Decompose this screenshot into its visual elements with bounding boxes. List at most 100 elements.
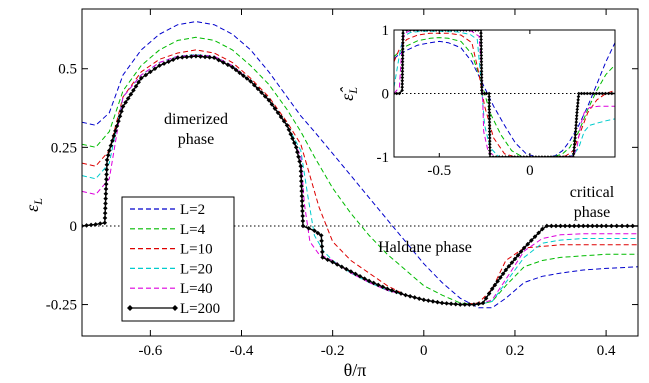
main-data-point — [492, 282, 498, 288]
main-data-point — [576, 223, 582, 229]
main-data-point — [330, 259, 335, 265]
annotation-critical: critical — [570, 184, 615, 201]
main-data-point — [448, 301, 454, 307]
main-data-point — [248, 79, 253, 84]
inset-data-point — [400, 69, 405, 74]
main-data-point — [389, 288, 395, 293]
legend-marker — [127, 305, 133, 311]
main-data-point — [403, 292, 408, 298]
main-data-point — [594, 223, 600, 229]
legend-marker — [172, 305, 178, 311]
main-data-point — [480, 300, 486, 306]
main-data-point — [457, 302, 463, 307]
main-data-point — [544, 223, 550, 229]
main-data-point — [298, 173, 304, 179]
inset-data-point — [400, 72, 405, 77]
main-data-point — [230, 64, 235, 70]
main-data-point — [486, 291, 492, 296]
legend-label-l-10: L=10 — [180, 242, 213, 258]
y-axis-label-symbol: ε — [22, 204, 42, 212]
inset-data-point — [487, 126, 492, 131]
main-data-point — [161, 61, 167, 66]
main-data-point — [119, 109, 124, 114]
inset-data-point — [401, 44, 405, 48]
inset-series-line-l-40 — [394, 30, 615, 157]
inset-y-axis-label-subscript: L — [346, 87, 360, 95]
inset-data-point — [585, 91, 590, 96]
main-y-tick-label: 0.25 — [51, 140, 77, 156]
main-data-point — [366, 278, 372, 284]
main-data-point — [103, 181, 109, 187]
inset-data-point — [487, 117, 492, 121]
main-data-point — [430, 299, 436, 304]
main-data-point — [103, 196, 108, 201]
main-data-point — [111, 133, 117, 139]
main-data-point — [394, 289, 399, 295]
main-data-point — [371, 280, 376, 286]
inset-data-point — [479, 34, 483, 39]
main-data-point — [297, 159, 302, 164]
main-data-point — [444, 301, 449, 306]
annotation-critical-phase: phase — [574, 204, 610, 221]
main-data-point — [179, 55, 185, 60]
inset-data-point — [479, 53, 484, 58]
main-data-point — [288, 131, 294, 137]
main-data-point — [138, 75, 144, 81]
main-data-point — [296, 154, 301, 160]
main-data-point — [599, 223, 604, 229]
inset-data-point — [482, 91, 487, 96]
inset-data-point — [572, 145, 577, 150]
main-data-point — [225, 62, 231, 68]
main-data-point — [581, 223, 586, 229]
inset-data-point — [487, 104, 492, 108]
main-data-point — [113, 128, 118, 134]
inset-data-point — [487, 136, 492, 140]
inset-data-point — [603, 91, 608, 96]
inset-data-point — [479, 72, 484, 77]
legend-label-l-20: L=20 — [180, 261, 213, 277]
main-data-point — [416, 296, 422, 301]
main-data-point — [269, 102, 275, 107]
main-data-point — [88, 222, 94, 228]
main-data-point — [567, 223, 572, 229]
annotation-dimerized: dimerized — [164, 111, 228, 128]
inset-data-point — [401, 31, 405, 35]
main-data-point — [284, 123, 290, 128]
main-data-point — [143, 72, 149, 78]
inset-data-point — [572, 142, 577, 147]
main-data-point — [103, 191, 109, 197]
main-data-point — [131, 88, 136, 93]
y-axis-label: εL — [22, 198, 45, 212]
main-data-point — [453, 301, 459, 307]
inset-data-point — [479, 79, 484, 83]
main-data-point — [116, 118, 121, 124]
legend: L=2 L=4 L=10 L=20 L=40 L=200 — [121, 196, 235, 322]
main-data-point — [385, 286, 390, 292]
main-data-point — [426, 298, 431, 303]
main-data-point — [614, 223, 620, 229]
inset-data-point — [594, 91, 599, 96]
main-data-point — [498, 275, 503, 280]
main-data-point — [380, 284, 386, 290]
x-axis-label: θ/π — [344, 360, 367, 380]
main-data-point — [476, 301, 481, 307]
main-data-point — [202, 54, 208, 60]
main-x-tick-label: -0.6 — [138, 343, 162, 359]
inset-data-point — [574, 117, 579, 121]
main-data-point — [133, 83, 139, 89]
inset-data-point — [591, 91, 596, 96]
main-data-point — [439, 300, 445, 306]
main-data-point — [105, 152, 111, 158]
inset-data-point — [574, 120, 579, 124]
main-data-point — [300, 208, 305, 214]
main-data-point — [299, 178, 304, 184]
inset-data-point — [487, 98, 491, 102]
inset-data-point — [487, 120, 492, 124]
main-data-point — [562, 223, 568, 229]
inset-data-point — [400, 53, 405, 58]
inset-data-point — [400, 88, 404, 93]
inset-data-point — [600, 91, 605, 96]
main-x-tick-label: 0.2 — [506, 343, 525, 359]
inset-data-point — [487, 123, 492, 128]
